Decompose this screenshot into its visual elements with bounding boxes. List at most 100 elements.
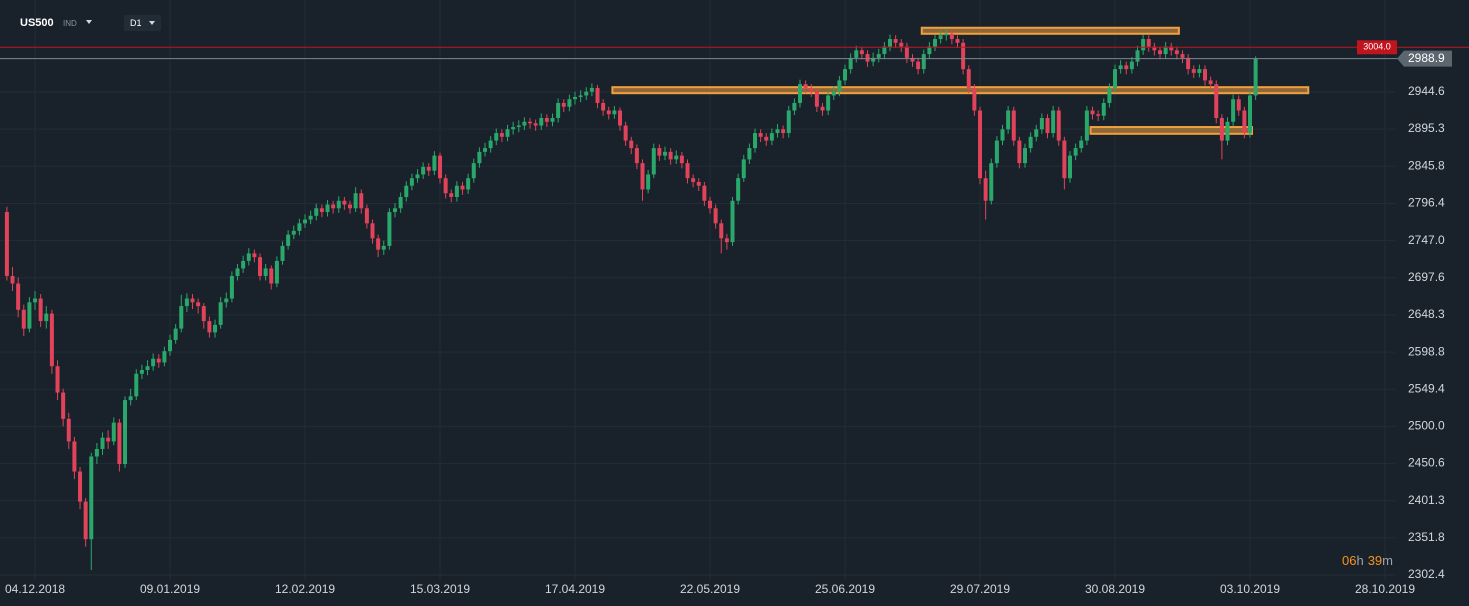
candle-body <box>904 46 909 58</box>
candle-body <box>1051 110 1056 134</box>
dropdown-arrow[interactable] <box>149 21 155 25</box>
candle-body <box>629 140 634 149</box>
candle-body <box>460 185 465 190</box>
candle-body <box>730 200 735 243</box>
candle-body <box>865 54 870 62</box>
candle-body <box>162 351 167 363</box>
candle-body <box>128 396 133 401</box>
dropdown-arrow[interactable] <box>86 20 92 24</box>
candle-body <box>843 69 848 81</box>
candle-body <box>246 253 251 261</box>
candle-body <box>286 234 291 246</box>
candle-body <box>353 193 358 209</box>
candle-body <box>27 302 32 329</box>
candle-body <box>1129 61 1134 70</box>
candle-body <box>831 91 836 96</box>
candle-body <box>348 204 353 209</box>
candle-body <box>1107 87 1112 103</box>
x-tick-label: 25.06.2019 <box>815 582 875 596</box>
candle-body <box>229 275 234 299</box>
market: IND <box>63 19 77 28</box>
y-tick-label: 2747.0 <box>1408 233 1445 247</box>
candle-body <box>882 46 887 55</box>
candle-body <box>1062 140 1067 179</box>
candle-body <box>1124 65 1129 70</box>
candle-body <box>1056 110 1061 141</box>
candle-body <box>297 223 302 231</box>
candle-body <box>651 148 656 175</box>
candle-body <box>280 245 285 261</box>
candle-body <box>1203 69 1208 81</box>
x-tick-label: 04.12.2018 <box>5 582 65 596</box>
candle-body <box>657 148 662 156</box>
candle-body <box>921 54 926 70</box>
candle-body <box>983 178 988 201</box>
candle-body <box>668 151 673 160</box>
candle-body <box>1079 140 1084 149</box>
candle-body <box>1034 129 1039 137</box>
candle-body <box>854 50 859 58</box>
candle-body <box>1028 136 1033 149</box>
candle-body <box>314 208 319 216</box>
candle-body <box>837 80 842 92</box>
candle-body <box>1090 110 1095 115</box>
candle-body <box>1039 118 1044 130</box>
candle-body <box>1219 118 1224 141</box>
candle-body <box>1242 110 1247 134</box>
candle-body <box>1197 69 1202 73</box>
timeframe[interactable]: D1 <box>130 18 142 28</box>
candle-body <box>1191 69 1196 73</box>
candle-body <box>646 174 651 190</box>
candle-body <box>83 501 88 540</box>
candle-body <box>595 87 600 103</box>
candle-body <box>944 33 949 36</box>
candle-body <box>235 268 240 276</box>
candle-body <box>1163 46 1168 55</box>
candle-body <box>573 96 578 100</box>
candle-body <box>449 193 454 197</box>
y-tick-label: 2351.8 <box>1408 530 1445 544</box>
candle-body <box>1006 110 1011 130</box>
candle-body <box>966 69 971 88</box>
candle-body <box>1186 57 1191 70</box>
candle-body <box>483 148 488 152</box>
candle-body <box>336 200 341 209</box>
candle-body <box>1158 50 1163 55</box>
candle-body <box>1073 148 1078 156</box>
candle-body <box>269 268 274 284</box>
candle-body <box>736 178 741 201</box>
candle-body <box>561 102 566 107</box>
y-tick-label: 2845.8 <box>1408 158 1445 172</box>
candle-body <box>820 106 825 111</box>
candle-body <box>910 57 915 62</box>
timeframe-box[interactable] <box>124 15 161 31</box>
y-tick-label: 2895.3 <box>1408 121 1445 135</box>
candle-body <box>764 136 769 141</box>
candle-body <box>415 174 420 179</box>
y-tick-label: 2302.4 <box>1408 567 1445 581</box>
candle-body <box>758 133 763 137</box>
candle-body <box>218 302 223 325</box>
candle-body <box>809 87 814 92</box>
countdown-unit: h <box>1356 553 1363 568</box>
symbol[interactable]: US500 <box>20 17 54 29</box>
candle-body <box>888 39 893 47</box>
candle-body <box>1253 58 1258 96</box>
candle-body <box>876 54 881 58</box>
candle-body <box>421 166 426 175</box>
candle-body <box>184 298 189 307</box>
candle-body <box>308 215 313 220</box>
candle-body <box>589 87 594 92</box>
x-tick-label: 09.01.2019 <box>140 582 200 596</box>
candle-body <box>426 166 431 171</box>
alert-label-box <box>1357 40 1397 55</box>
x-tick-label: 28.10.2019 <box>1355 582 1415 596</box>
candle-body <box>899 42 904 47</box>
candle-body <box>528 121 533 124</box>
candle-body <box>404 185 409 197</box>
candle-body <box>263 268 268 276</box>
candle-body <box>1180 54 1185 58</box>
y-tick-label: 2796.4 <box>1408 196 1445 210</box>
candle-body <box>342 200 347 205</box>
